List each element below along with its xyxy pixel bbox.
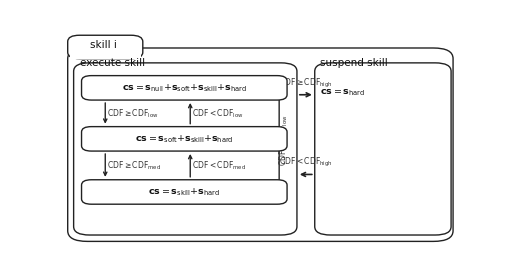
Text: $\mathbf{cs}{=}\mathbf{s}_{\mathsf{null}}{+}\mathbf{s}_{\mathsf{soft}}{+}\mathbf: $\mathbf{cs}{=}\mathbf{s}_{\mathsf{null}… bbox=[122, 82, 246, 94]
FancyBboxPatch shape bbox=[68, 35, 143, 59]
Bar bbox=[70, 53, 140, 59]
FancyBboxPatch shape bbox=[81, 127, 287, 151]
Text: execute skill: execute skill bbox=[80, 58, 145, 68]
Text: $\mathbf{cs}{=}\mathbf{s}_{\mathsf{skill}}{+}\mathbf{s}_{\mathsf{hard}}$: $\mathbf{cs}{=}\mathbf{s}_{\mathsf{skill… bbox=[148, 186, 220, 198]
FancyBboxPatch shape bbox=[68, 48, 452, 242]
Text: $\mathrm{CDF}{\geq}\mathrm{CDF}_{\mathrm{low}}$: $\mathrm{CDF}{\geq}\mathrm{CDF}_{\mathrm… bbox=[107, 107, 158, 120]
Text: $\mathbf{cs}{=}\mathbf{s}_{\mathsf{hard}}$: $\mathbf{cs}{=}\mathbf{s}_{\mathsf{hard}… bbox=[319, 87, 364, 98]
FancyBboxPatch shape bbox=[314, 63, 450, 235]
Text: $\mathrm{CDF}{<}\mathrm{CDF}_{\mathrm{med}}$: $\mathrm{CDF}{<}\mathrm{CDF}_{\mathrm{me… bbox=[192, 159, 246, 172]
Text: skill i: skill i bbox=[90, 40, 117, 50]
FancyBboxPatch shape bbox=[81, 76, 287, 100]
Text: $\mathbf{cs}{=}\mathbf{s}_{\mathsf{soft}}{+}\mathbf{s}_{\mathsf{skill}}{+}\mathb: $\mathbf{cs}{=}\mathbf{s}_{\mathsf{soft}… bbox=[135, 133, 233, 145]
Text: $\mathrm{CDF}{\geq}\mathrm{CDF}_{\mathrm{med}}$: $\mathrm{CDF}{\geq}\mathrm{CDF}_{\mathrm… bbox=[107, 159, 161, 172]
FancyBboxPatch shape bbox=[73, 63, 296, 235]
Text: suspend skill: suspend skill bbox=[319, 58, 387, 68]
Text: $\mathrm{CDF}{<}\mathrm{CDF}_{\mathrm{low}}$: $\mathrm{CDF}{<}\mathrm{CDF}_{\mathrm{lo… bbox=[277, 114, 290, 166]
Text: $\mathrm{CDF}{\geq}\mathrm{CDF}_{\mathrm{high}}$: $\mathrm{CDF}{\geq}\mathrm{CDF}_{\mathrm… bbox=[278, 76, 332, 90]
Text: $\mathrm{CDF}{<}\mathrm{CDF}_{\mathrm{low}}$: $\mathrm{CDF}{<}\mathrm{CDF}_{\mathrm{lo… bbox=[192, 107, 243, 120]
FancyBboxPatch shape bbox=[81, 180, 287, 204]
Text: $\mathrm{CDF}{<}\mathrm{CDF}_{\mathrm{high}}$: $\mathrm{CDF}{<}\mathrm{CDF}_{\mathrm{hi… bbox=[278, 156, 332, 169]
